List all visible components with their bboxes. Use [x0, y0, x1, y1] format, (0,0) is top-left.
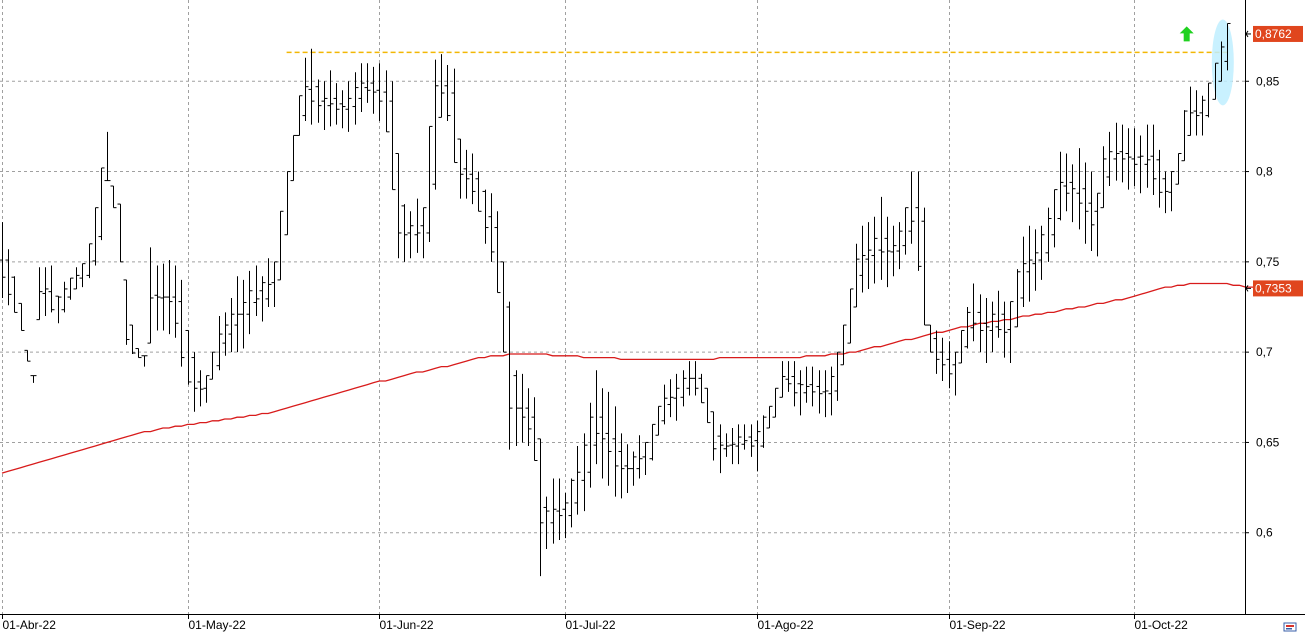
moving-average-tag-arrowhead — [1245, 285, 1249, 292]
y-tick-label: 0,6 — [1256, 526, 1273, 540]
last-price-tag-background — [1253, 25, 1303, 42]
axes — [0, 0, 1305, 615]
grid-lines — [0, 0, 1245, 614]
price-tags: 0,8762 0,7353 — [1245, 25, 1303, 297]
x-tick-label: 01-Jul-22 — [566, 618, 616, 632]
x-tick-label: 01-Ago-22 — [758, 618, 814, 632]
last-price-tag-arrowhead — [1245, 30, 1249, 38]
up-arrow-icon — [1179, 26, 1194, 42]
y-tick-label: 0,85 — [1256, 74, 1280, 88]
x-tick-label: 01-Jun-22 — [380, 618, 434, 632]
x-tick-label: 01-Abr-22 — [3, 618, 57, 632]
y-tick-label: 0,7 — [1256, 345, 1273, 359]
y-axis-ticks: 0,6 0,65 0,7 0,75 0,8 0,85 — [1245, 74, 1280, 540]
signal-arrow — [1179, 26, 1194, 42]
moving-average-tag-background — [1253, 280, 1303, 297]
x-tick-label: 01-May-22 — [189, 618, 247, 632]
moving-average-layer — [1, 282, 1258, 474]
highlight-layer — [1211, 19, 1234, 106]
last-price-tag-label: 0,8762 — [1255, 27, 1292, 41]
highlight-ellipse — [1211, 19, 1234, 106]
chart-logo-icon — [1283, 622, 1297, 632]
price-bars — [0, 22, 1231, 577]
x-tick-label: 01-Oct-22 — [1135, 618, 1189, 632]
y-tick-label: 0,8 — [1256, 165, 1273, 179]
x-tick-label: 01-Sep-22 — [950, 618, 1006, 632]
y-tick-label: 0,75 — [1256, 255, 1280, 269]
y-tick-label: 0,65 — [1256, 435, 1280, 449]
x-axis-ticks: 01-Abr-22 01-May-22 01-Jun-22 01-Jul-22 01-A… — [2, 614, 1189, 632]
moving-average-tag-label: 0,7353 — [1255, 281, 1292, 295]
moving-average-line — [1, 282, 1258, 474]
